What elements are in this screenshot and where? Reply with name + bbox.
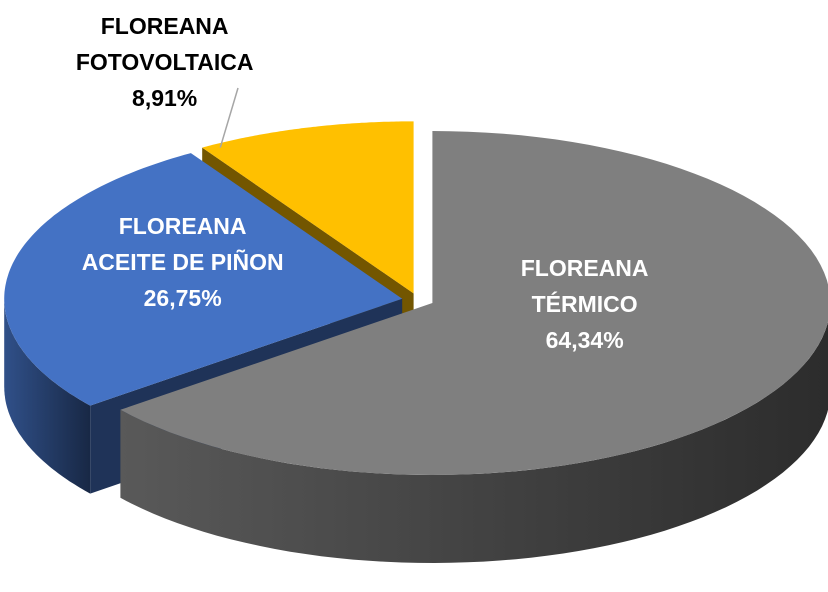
value-label: 8,91% (132, 85, 198, 111)
data-label: FLOREANA FOTOVOLTAICA 8,91% (60, 8, 269, 116)
category-label: FLOREANA TÉRMICO (520, 255, 649, 317)
data-label: FLOREANA TÉRMICO 64,34% (480, 250, 689, 358)
slice-wall (4, 298, 91, 494)
category-label: FLOREANA FOTOVOLTAICA (75, 13, 254, 75)
slice-wall (120, 321, 828, 563)
slice-top (4, 153, 403, 406)
category-label: FLOREANA ACEITE DE PIÑON (81, 213, 284, 275)
slice-top (120, 131, 828, 475)
data-label: FLOREANA ACEITE DE PIÑON 26,75% (78, 208, 287, 316)
pie-slice (120, 131, 828, 563)
value-label: 26,75% (143, 285, 222, 311)
slice-top (202, 121, 414, 294)
leader-line (219, 87, 239, 148)
value-label: 64,34% (545, 327, 624, 353)
